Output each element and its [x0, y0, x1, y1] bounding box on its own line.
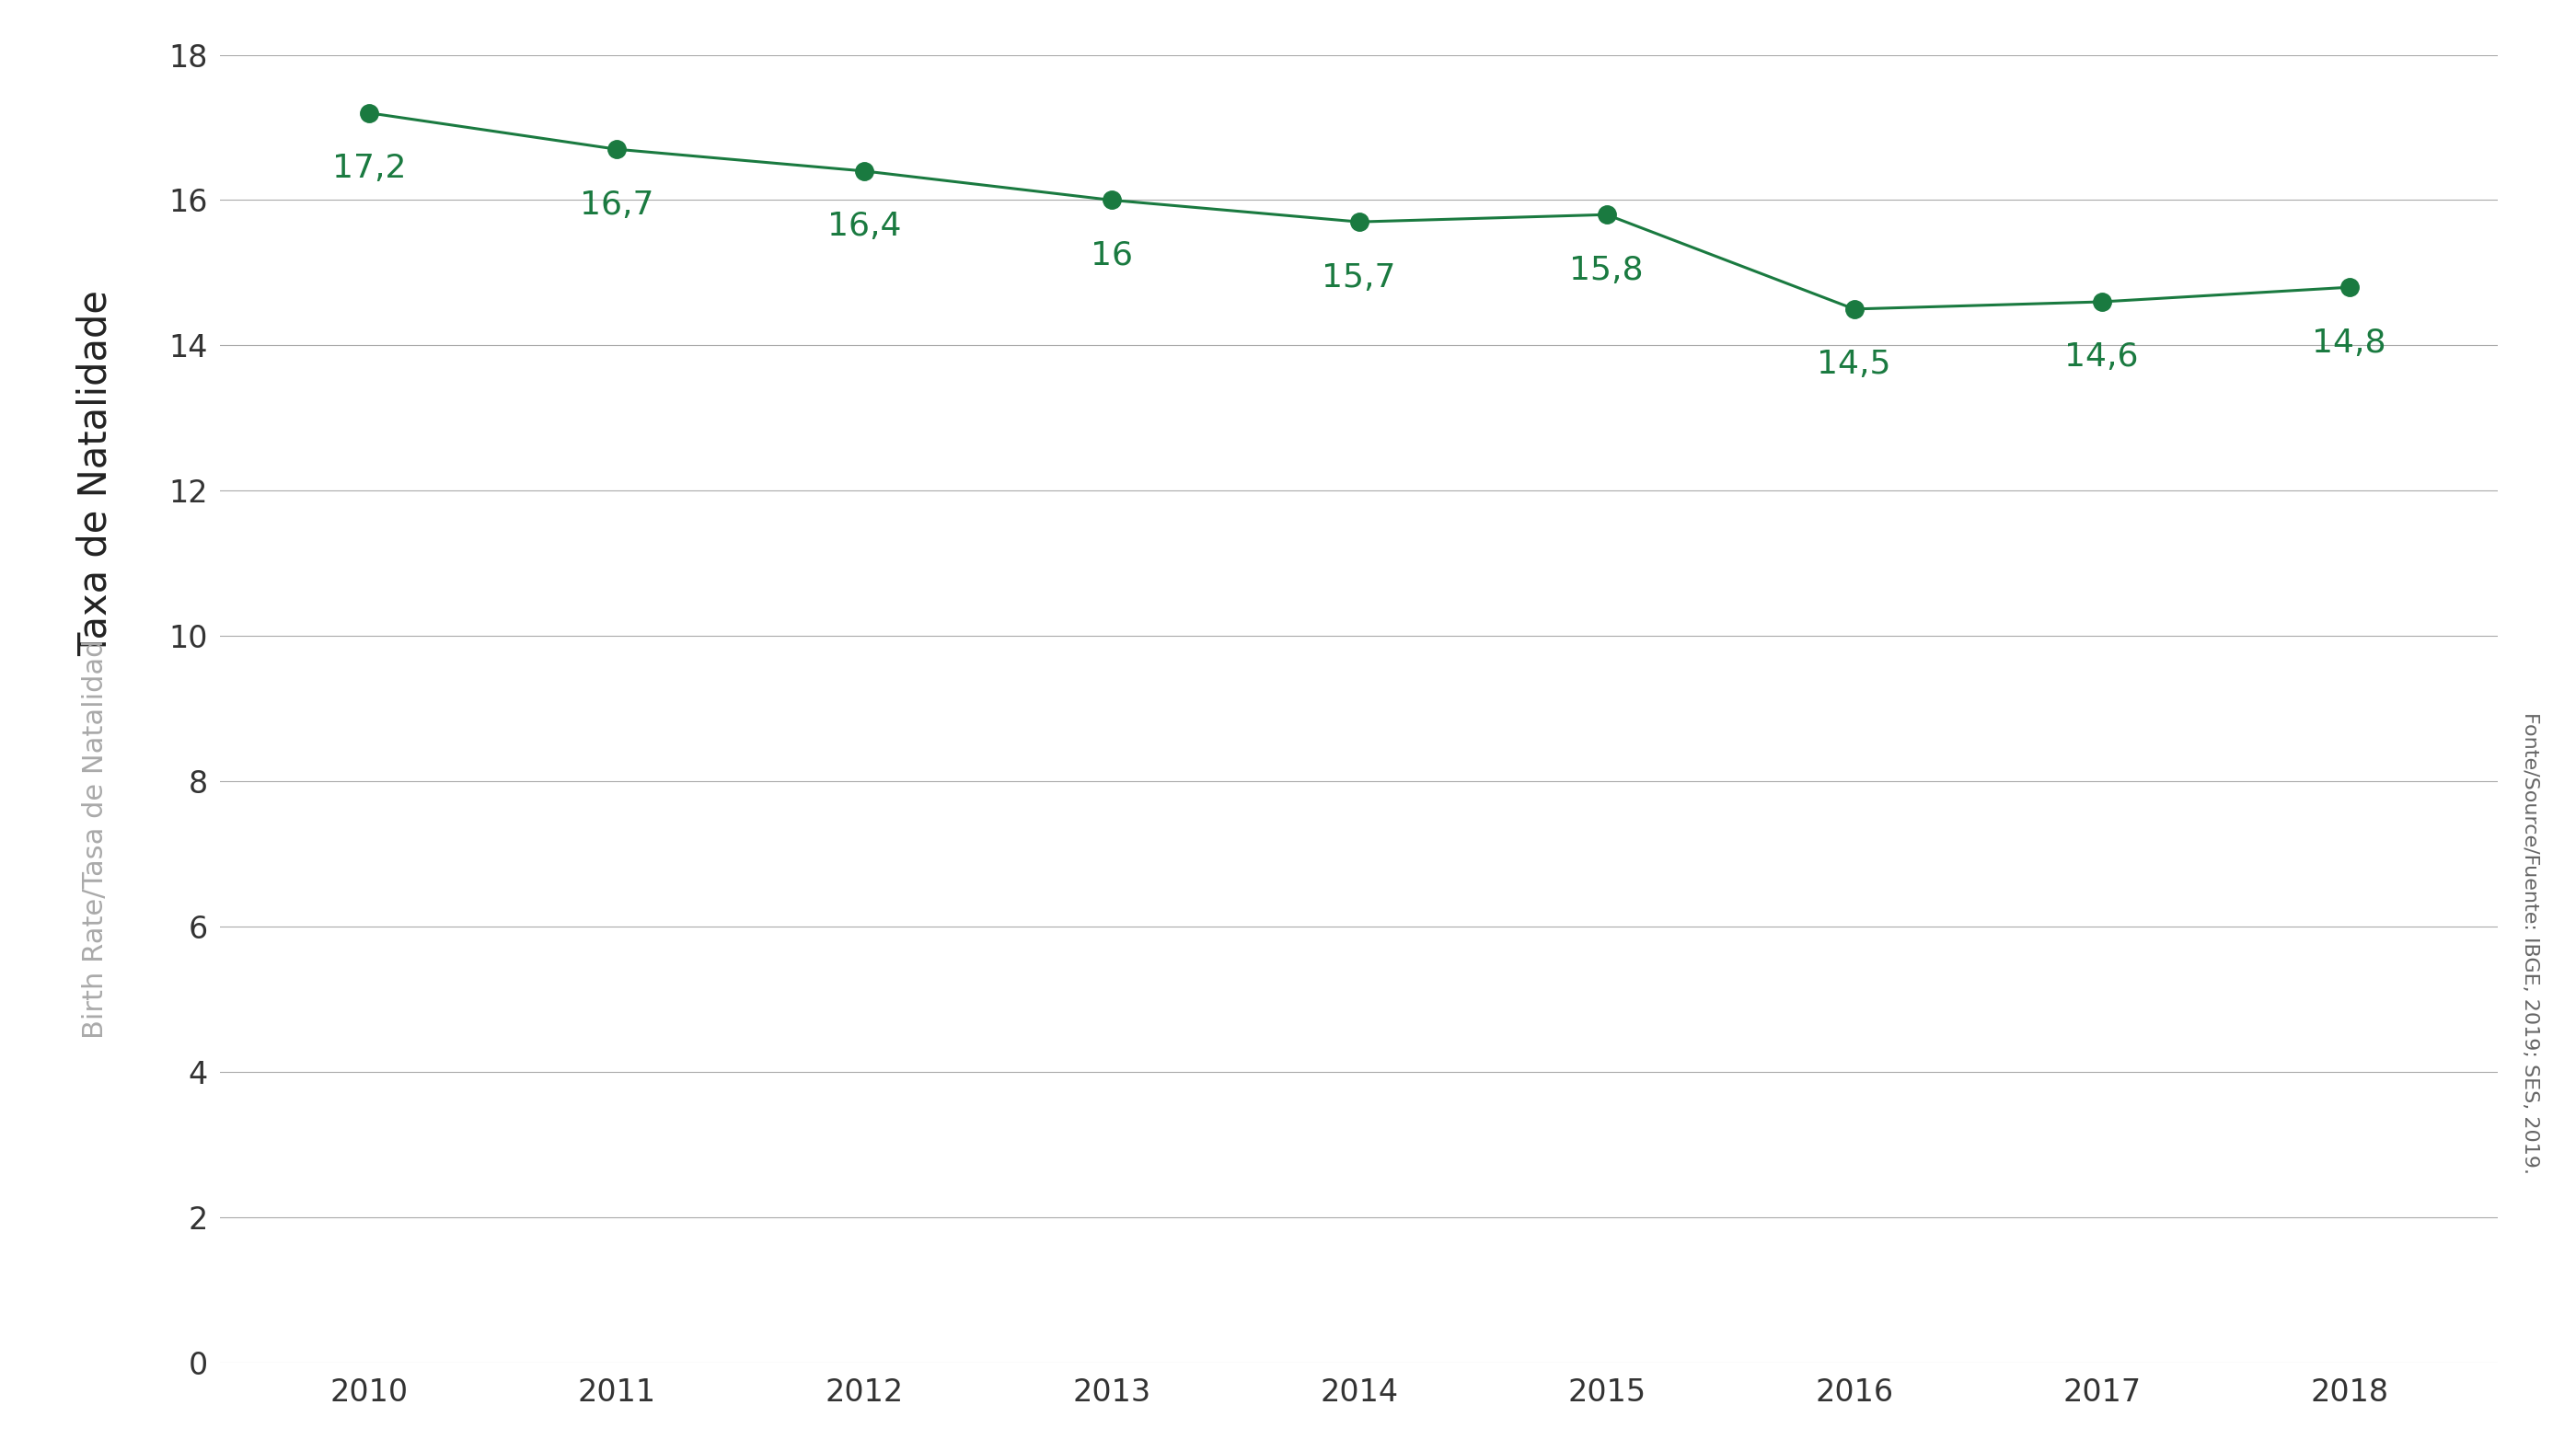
Text: Fonte/Source/Fuente: IBGE, 2019; SES, 2019.: Fonte/Source/Fuente: IBGE, 2019; SES, 20…: [2519, 712, 2540, 1174]
Text: Taxa de Natalidade: Taxa de Natalidade: [75, 290, 113, 656]
Text: 14,5: 14,5: [1816, 350, 1891, 380]
Text: Birth Rate/Tasa de Natalidad: Birth Rate/Tasa de Natalidad: [82, 640, 108, 1039]
Text: 17,2: 17,2: [332, 152, 407, 184]
Text: 16: 16: [1090, 239, 1133, 271]
Text: 15,8: 15,8: [1569, 254, 1643, 286]
Text: 14,6: 14,6: [2066, 342, 2138, 373]
Text: 14,8: 14,8: [2313, 328, 2385, 358]
Text: 15,7: 15,7: [1321, 261, 1396, 293]
Text: 16,7: 16,7: [580, 189, 654, 221]
Text: 16,4: 16,4: [827, 210, 902, 242]
